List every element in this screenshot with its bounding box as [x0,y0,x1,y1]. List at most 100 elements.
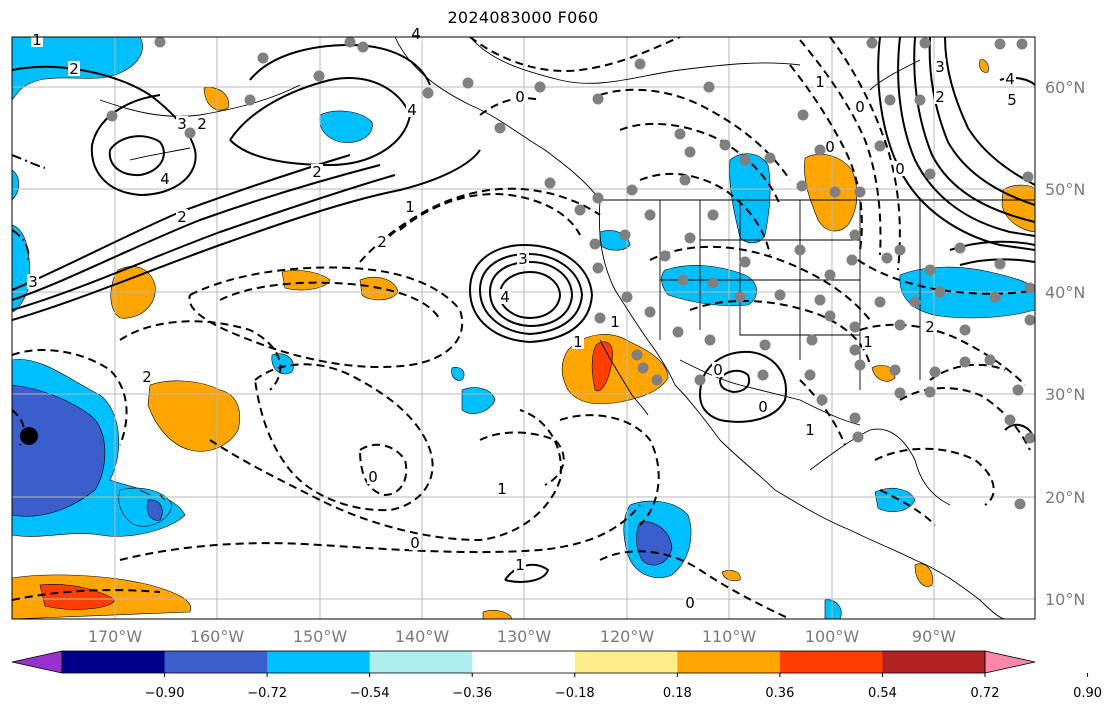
contour-label-bg [514,89,526,104]
observation-dot [494,122,506,134]
latitude-tick-label: 40°N [1045,283,1085,302]
observation-dot [829,186,841,198]
contour-label: 1 [815,73,825,91]
observation-dot [674,128,686,140]
observation-dot [637,362,649,374]
latitude-tick-label: 60°N [1045,78,1085,97]
observation-dot [592,93,604,105]
observation-dot [874,296,886,308]
observation-dot [422,87,434,99]
contour-label: 0 [758,398,768,416]
observation-dot [804,369,816,381]
colorbar-segment [369,651,473,673]
contour-label: 1 [805,421,815,439]
positive-shading-region [721,570,741,582]
contour-label-bg [159,171,171,186]
colorbar-tick-label: 0.36 [765,686,794,701]
colorbar-tick-label: −0.54 [350,686,390,701]
contour-label-bg [367,469,379,484]
contour-label: 0 [713,361,723,379]
contour-label: 0 [855,98,865,116]
observation-dot [621,291,633,303]
contour-label-bg [824,139,836,154]
colorbar-segment [267,651,371,673]
colorbar-segment [779,651,883,673]
contour-label: 4 [411,25,421,43]
negative-shading-region [12,224,30,313]
observation-dot [889,364,901,376]
negative-shading-region [146,499,163,521]
observation-dot [1022,171,1034,183]
observation-dot [644,306,656,318]
positive-shading-region [147,380,240,452]
contour-label-bg [141,369,153,384]
negative-shading-region [636,521,673,566]
positive-shading-region [1001,184,1035,233]
longitude-tick-label: 90°W [912,627,956,646]
observation-dot [994,38,1006,50]
observation-dot [592,262,604,274]
positive-shading-region [979,59,989,73]
observation-dot [1024,432,1036,444]
latitude-tick-label: 30°N [1045,385,1085,404]
observation-dot [894,244,906,256]
colorbar-tick-label: −0.72 [247,686,287,701]
contour-label-bg [31,32,43,47]
observation-dot [594,312,606,324]
observation-dot [914,94,926,106]
latitude-tick-label: 20°N [1045,488,1085,507]
observation-dot [659,250,671,262]
positive-shading-region [281,270,331,291]
observation-dot [849,321,861,333]
contour-label-bg [376,234,388,249]
contour-label-bg [934,89,946,104]
contour-label: 3 [518,250,528,268]
colorbar-tick-label: −0.36 [452,686,492,701]
observation-dot [764,152,776,164]
contour-label-bg [862,334,874,349]
positive-shading-region [561,334,669,405]
contour-label: 5 [1007,91,1017,109]
contour-label: 4 [1005,70,1015,88]
observation-dot [824,310,836,322]
observation-dot [679,174,691,186]
contour-label-bg [894,161,906,176]
observation-dot [984,354,996,366]
contour-label-bg [814,74,826,89]
longitude-tick-label: 170°W [88,627,143,646]
observation-dot [797,109,809,121]
observation-dot [954,242,966,254]
observation-dot [739,256,751,268]
colorbar-extend-low [11,650,63,674]
observation-dot [574,204,586,216]
contour-label-bg [311,164,323,179]
positive-shading-region [203,87,229,111]
contour-label-bg [712,362,724,377]
observation-dot [929,366,941,378]
contour-label-bg [854,99,866,114]
contour-label-bg [804,422,816,437]
observation-dot [959,356,971,368]
longitude-tick-labels: 170°W 160°W 150°W 140°W 130°W 120°W 110°W 100°W… [88,627,956,646]
observation-dot [757,369,769,381]
contour-label: 1 [405,198,415,216]
observation-dot [313,70,325,82]
observation-dot [959,324,971,336]
colorbar-tick-label: −0.90 [145,686,185,701]
observation-dot [894,319,906,331]
observation-dot [592,192,604,204]
colorbar-segment [472,651,576,673]
negative-shading-region [319,110,373,143]
contour-label: 2 [197,115,207,133]
contour-label: 4 [160,170,170,188]
observation-dot [989,291,1001,303]
observation-dot [909,296,921,308]
contour-label: 4 [407,101,417,119]
observation-dot [544,177,556,189]
observation-dot [849,344,861,356]
negative-shading-region [12,169,20,201]
observation-dot [759,339,771,351]
colorbar-segment [164,651,268,673]
contour-label: 2 [177,208,187,226]
